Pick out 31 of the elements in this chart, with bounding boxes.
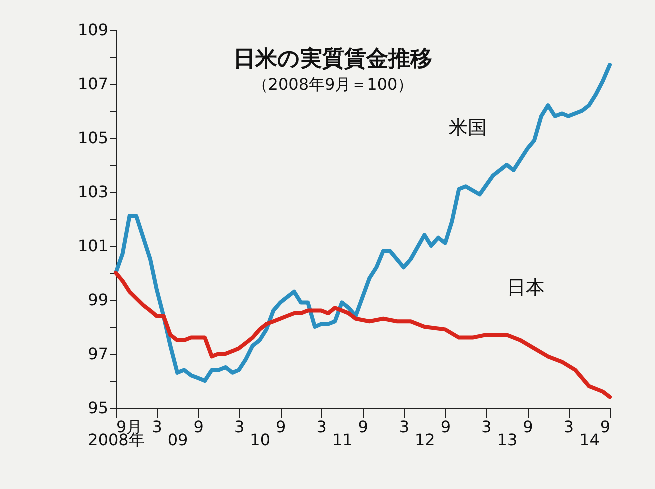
x-tick-label: 3	[234, 418, 245, 436]
y-tick-label: 95	[88, 398, 108, 418]
x-tick-label: 3	[482, 418, 492, 436]
x-tick-label: 9	[194, 418, 204, 436]
y-tick-label: 99	[88, 290, 108, 310]
text: 日米の実質賃金推移	[234, 46, 432, 72]
y-tick-label: 105	[78, 128, 108, 148]
line-series	[114, 271, 612, 400]
x2-tick-label: 13	[497, 430, 518, 450]
y-tick-label: 107	[78, 74, 108, 94]
x-tick-label: 9	[523, 418, 534, 436]
y-tick-label: 109	[78, 20, 108, 40]
x2-tick-label: 09	[168, 430, 188, 450]
x-tick-label: 3	[399, 418, 410, 436]
x-tick-label: 3	[152, 418, 162, 436]
y-tick-label: 101	[78, 236, 108, 256]
y-tick-label: 103	[78, 182, 108, 202]
x2-tick-label: 12	[414, 430, 436, 450]
x2-tick-label: 14	[580, 430, 600, 450]
x-tick-label: 9	[600, 418, 610, 436]
x-tick-label: 3	[316, 418, 327, 436]
x2-tick-label: 10	[250, 430, 271, 450]
x2-tick-label: 11	[332, 430, 353, 450]
y-tick-label: 97	[88, 344, 108, 364]
series-label: 日本	[507, 277, 545, 299]
text: （2008年9月＝100）	[252, 75, 414, 94]
x-tick-label: 9	[276, 418, 286, 436]
series-label: 米国	[449, 117, 487, 139]
x-tick-label: 9	[440, 418, 451, 436]
x-tick-label: 3	[564, 418, 574, 436]
x-tick-label: 9	[358, 418, 368, 436]
